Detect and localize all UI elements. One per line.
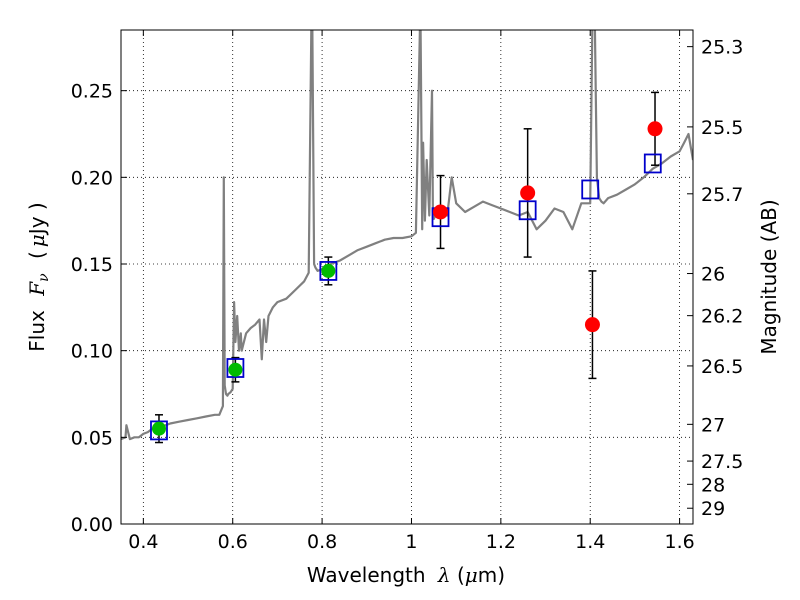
observed-point-red xyxy=(584,317,600,333)
spectrum-series xyxy=(121,30,693,441)
x-tick-label: 1.6 xyxy=(664,531,694,553)
magnitude-tick-label: 26 xyxy=(701,264,725,286)
y-tick-label: 0.25 xyxy=(71,81,113,103)
magnitude-tick-label: 25.3 xyxy=(701,37,743,59)
model-point xyxy=(150,420,168,441)
model-point xyxy=(518,200,537,221)
x-tick-label: 0.4 xyxy=(128,531,158,553)
model-photometry-series xyxy=(150,153,662,441)
magnitude-tick-label: 29 xyxy=(701,498,725,520)
y-axis-label: Flux Fν (μJy ) xyxy=(25,202,53,351)
observed-point-green xyxy=(151,421,166,436)
magnitude-tick-label: 26.5 xyxy=(701,356,743,378)
magnitude-tick-label: 28 xyxy=(701,474,725,496)
x-axis-label: Wavelength λ (μm) xyxy=(307,563,505,587)
magnitude-tick-label: 25.5 xyxy=(701,117,743,139)
magnitude-tick-label: 27 xyxy=(701,414,725,436)
grid-lines xyxy=(121,30,693,525)
x-tick-label: 0.6 xyxy=(218,531,248,553)
model-point xyxy=(319,261,338,281)
observed-point-red xyxy=(433,204,449,220)
magnitude-tick-label: 26.2 xyxy=(701,306,743,328)
observed-photometry-series xyxy=(151,121,663,436)
plot-frame xyxy=(120,29,694,525)
observed-point-red xyxy=(520,185,536,201)
y-tick-label: 0.00 xyxy=(71,514,113,536)
spectrum-line xyxy=(121,30,693,441)
model-point xyxy=(226,358,245,378)
y-tick-label: 0.20 xyxy=(71,167,113,189)
observed-point-red xyxy=(647,121,663,137)
y-tick-label: 0.10 xyxy=(71,341,113,363)
observed-point-green xyxy=(228,362,243,377)
x-tick-label: 0.8 xyxy=(307,531,337,553)
error-bars xyxy=(154,91,660,444)
magnitude-tick-label: 25.7 xyxy=(701,184,743,206)
x-tick-label: 1 xyxy=(405,531,417,553)
y-tick-label: 0.05 xyxy=(71,427,113,449)
magnitude-tick-label: 27.5 xyxy=(701,451,743,473)
axis-ticks: 0.4 0.6 0.8 1 1.2 1.4 1.6 0.00 0.05 0.10 0.15 0.20 0… xyxy=(71,30,743,553)
observed-point-green xyxy=(321,263,336,278)
x-tick-label: 1.2 xyxy=(486,531,516,553)
x-tick-label: 1.4 xyxy=(575,531,605,553)
model-point xyxy=(643,153,662,174)
magnitude-axis-label: Magnitude (AB) xyxy=(757,199,781,354)
model-point xyxy=(581,179,600,200)
y-tick-label: 0.15 xyxy=(71,254,113,276)
